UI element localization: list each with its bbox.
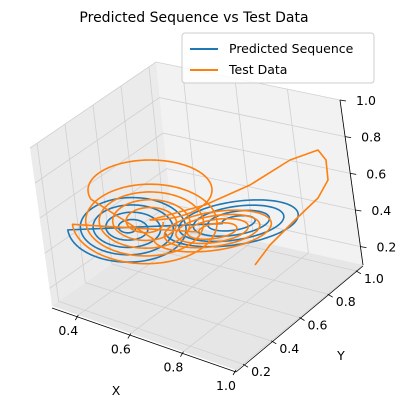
x-tick-label: 0.6	[111, 341, 131, 356]
y-tick-mark	[327, 293, 333, 298]
z-tick-label: 0.8	[361, 130, 381, 145]
y-gridline	[120, 85, 328, 295]
legend-label-test: Test Data	[228, 62, 287, 77]
z-axis-line	[339, 99, 364, 266]
axis-lines	[51, 99, 364, 373]
z-gridline	[49, 203, 361, 289]
y-tick-mark	[271, 340, 277, 345]
x-tick-label: 0.4	[58, 323, 78, 338]
x-axis-label: X	[112, 383, 121, 398]
y-tick-label: 0.2	[251, 364, 271, 379]
x-tick-mark	[180, 351, 184, 357]
x-tick-label: 1.0	[216, 378, 236, 393]
z-tick-label: 0.4	[371, 203, 391, 218]
axis-ticks: 0.4 0.6 0.8 1.0 0.2 0.4 0.6 0.8 1.0 0.2 0.4 0.6 0.8 1…	[58, 93, 396, 393]
y-tick-label: 1.0	[364, 271, 384, 286]
series-line-test	[71, 149, 329, 266]
legend: Predicted Sequence Test Data	[181, 32, 375, 84]
chart-title: Predicted Sequence vs Test Data	[79, 10, 308, 26]
y-gridline	[36, 143, 244, 365]
z-tick-mark	[345, 136, 352, 139]
y-tick-mark	[355, 270, 362, 275]
series-line-predicted	[67, 196, 300, 263]
z-gridline	[29, 61, 341, 149]
y-axis-label: Y	[336, 348, 345, 363]
z-gridline	[34, 97, 346, 184]
x-tick-mark	[127, 333, 132, 339]
y-axis-line	[235, 265, 364, 373]
legend-box	[181, 32, 375, 84]
y-tick-label: 0.8	[336, 294, 356, 309]
y-tick-label: 0.6	[308, 318, 328, 333]
x-gridline	[183, 89, 309, 353]
x-gridline	[78, 67, 200, 316]
x-axis-line	[51, 307, 237, 373]
z-gridline	[39, 132, 351, 219]
z-tick-mark	[355, 209, 362, 212]
x-tick-label: 0.8	[163, 360, 183, 375]
y-gridline	[64, 124, 272, 342]
z-tick-mark	[339, 99, 347, 102]
y-tick-label: 0.4	[279, 341, 299, 356]
x-tick-mark	[232, 369, 237, 376]
left-pane	[30, 62, 172, 306]
z-tick-mark	[360, 246, 367, 249]
floor-pane	[52, 222, 363, 370]
z-tick-mark	[350, 172, 357, 175]
y-tick-mark	[242, 363, 249, 368]
legend-label-predicted: Predicted Sequence	[229, 41, 354, 56]
z-tick-label: 1.0	[356, 93, 376, 108]
y-gridline	[92, 104, 300, 318]
y-tick-mark	[299, 317, 305, 321]
z-tick-label: 0.6	[366, 166, 386, 181]
series-layer	[67, 149, 329, 266]
z-tick-label: 0.2	[376, 240, 396, 255]
x-tick-mark	[74, 314, 79, 321]
